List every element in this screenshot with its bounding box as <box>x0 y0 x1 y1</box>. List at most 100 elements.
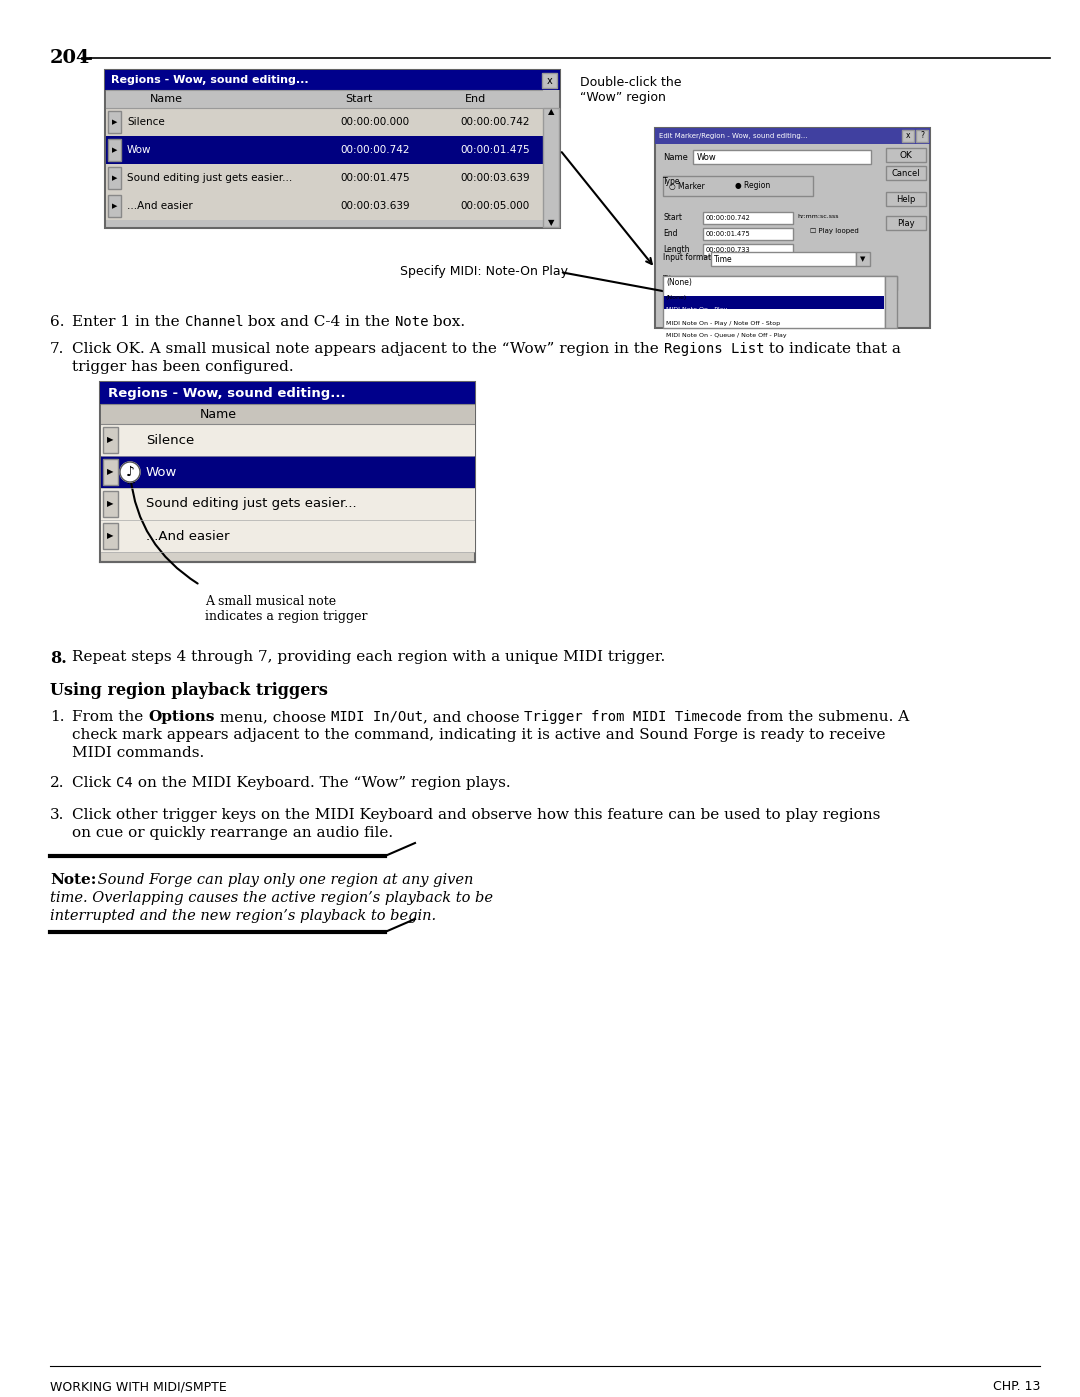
Bar <box>108 168 121 189</box>
Bar <box>654 129 930 328</box>
Text: ♪: ♪ <box>125 465 134 479</box>
Bar <box>663 277 883 291</box>
Text: ▶: ▶ <box>107 468 113 476</box>
Text: WORKING WITH MIDI/SMPTE: WORKING WITH MIDI/SMPTE <box>50 1380 227 1393</box>
Text: Start: Start <box>663 212 681 222</box>
Bar <box>886 148 926 162</box>
Bar <box>103 522 118 549</box>
Text: Click OK. A small musical note appears adjacent to the “Wow” region in the: Click OK. A small musical note appears a… <box>72 342 663 356</box>
Text: Wow: Wow <box>127 145 151 155</box>
Bar <box>102 520 475 552</box>
Bar <box>711 251 856 265</box>
Text: 00:00:01.475: 00:00:01.475 <box>460 145 529 155</box>
Bar <box>100 381 475 404</box>
Bar <box>693 149 870 163</box>
Text: Wow: Wow <box>146 465 177 479</box>
Text: C4: C4 <box>116 775 133 789</box>
Text: MIDI commands.: MIDI commands. <box>72 746 204 760</box>
Bar <box>102 425 475 455</box>
Text: Cancel: Cancel <box>892 169 920 177</box>
Bar <box>703 244 793 256</box>
Text: ▼: ▼ <box>548 218 554 228</box>
Text: , and choose: , and choose <box>422 710 524 724</box>
Bar <box>106 108 543 136</box>
Bar <box>103 490 118 517</box>
Text: ▶: ▶ <box>112 203 118 210</box>
Text: menu, choose: menu, choose <box>215 710 330 724</box>
Text: Trigger from MIDI Timecode: Trigger from MIDI Timecode <box>524 710 742 724</box>
Text: Length: Length <box>663 244 689 253</box>
Text: (None): (None) <box>666 295 687 299</box>
Circle shape <box>120 462 140 482</box>
Text: Using region playback triggers: Using region playback triggers <box>50 682 328 698</box>
Text: Name: Name <box>663 152 688 162</box>
Text: ...And easier: ...And easier <box>127 201 192 211</box>
Text: ● Region: ● Region <box>735 182 770 190</box>
Bar <box>856 251 870 265</box>
Bar <box>102 404 475 425</box>
Text: MIDI In/Out: MIDI In/Out <box>330 710 422 724</box>
Text: Regions - Wow, sound editing...: Regions - Wow, sound editing... <box>108 387 346 400</box>
Text: Note: Note <box>395 314 429 330</box>
Text: 00:00:00.000: 00:00:00.000 <box>340 117 409 127</box>
Text: Input format: Input format <box>663 253 711 263</box>
Text: hr:mm:sc.sss: hr:mm:sc.sss <box>797 215 838 219</box>
Text: on the MIDI Keyboard. The “Wow” region plays.: on the MIDI Keyboard. The “Wow” region p… <box>133 775 511 789</box>
Bar <box>108 196 121 217</box>
Text: Time: Time <box>714 254 732 264</box>
Text: 00:00:00.733: 00:00:00.733 <box>706 247 751 253</box>
Text: “Wow” region: “Wow” region <box>580 91 666 103</box>
Bar <box>916 130 928 142</box>
Text: (None): (None) <box>666 278 692 288</box>
Bar <box>102 488 475 520</box>
Text: Help: Help <box>896 194 916 204</box>
Text: on cue or quickly rearrange an audio file.: on cue or quickly rearrange an audio fil… <box>72 826 393 840</box>
Bar <box>663 277 885 328</box>
Text: Trigger: Trigger <box>663 274 690 284</box>
Text: box.: box. <box>429 314 465 330</box>
Bar <box>105 70 561 89</box>
Text: Edit Marker/Region - Wow, sound editing...: Edit Marker/Region - Wow, sound editing.… <box>659 133 808 138</box>
Text: to indicate that a: to indicate that a <box>765 342 901 356</box>
Text: Silence: Silence <box>127 117 165 127</box>
Bar <box>883 277 897 291</box>
Bar <box>103 427 118 453</box>
Bar <box>543 108 559 226</box>
Text: time. Overlapping causes the active region’s playback to be: time. Overlapping causes the active regi… <box>50 891 492 905</box>
Bar <box>663 176 813 196</box>
Text: MIDI Note On - Play: MIDI Note On - Play <box>666 307 727 313</box>
Text: Type: Type <box>663 177 680 187</box>
Text: Click: Click <box>72 775 116 789</box>
Text: 00:00:00.742: 00:00:00.742 <box>340 145 409 155</box>
Bar <box>106 163 543 191</box>
Text: from the submenu. A: from the submenu. A <box>742 710 909 724</box>
Text: Options: Options <box>148 710 215 724</box>
Text: A small musical note: A small musical note <box>205 595 336 608</box>
Text: box and C-4 in the: box and C-4 in the <box>243 314 395 330</box>
Text: OK: OK <box>900 151 913 159</box>
Text: CHP. 13: CHP. 13 <box>993 1380 1040 1393</box>
Bar <box>703 212 793 224</box>
Text: Click other trigger keys on the MIDI Keyboard and observe how this feature can b: Click other trigger keys on the MIDI Key… <box>72 807 880 821</box>
Text: 6.: 6. <box>50 314 65 330</box>
Text: ▶: ▶ <box>107 436 113 444</box>
Bar <box>108 110 121 133</box>
Bar <box>542 73 557 88</box>
Text: End: End <box>663 229 677 237</box>
Bar <box>103 460 118 485</box>
Text: MIDI Note On - Play / Note Off - Stop: MIDI Note On - Play / Note Off - Stop <box>666 320 780 326</box>
Bar <box>654 129 930 144</box>
Bar <box>108 138 121 161</box>
Text: ...And easier: ...And easier <box>146 529 229 542</box>
Text: ☐ Play looped: ☐ Play looped <box>810 228 859 235</box>
Text: ▶: ▶ <box>112 175 118 182</box>
Text: Repeat steps 4 through 7, providing each region with a unique MIDI trigger.: Repeat steps 4 through 7, providing each… <box>72 650 665 664</box>
Text: 00:00:00.742: 00:00:00.742 <box>460 117 529 127</box>
Text: 00:00:05.000: 00:00:05.000 <box>460 201 529 211</box>
Text: Play: Play <box>897 218 915 228</box>
Text: interrupted and the new region’s playback to begin.: interrupted and the new region’s playbac… <box>50 909 436 923</box>
Text: Double-click the: Double-click the <box>580 75 681 88</box>
Text: ?: ? <box>920 131 924 141</box>
Text: Regions List: Regions List <box>663 342 765 356</box>
Bar <box>102 455 475 488</box>
